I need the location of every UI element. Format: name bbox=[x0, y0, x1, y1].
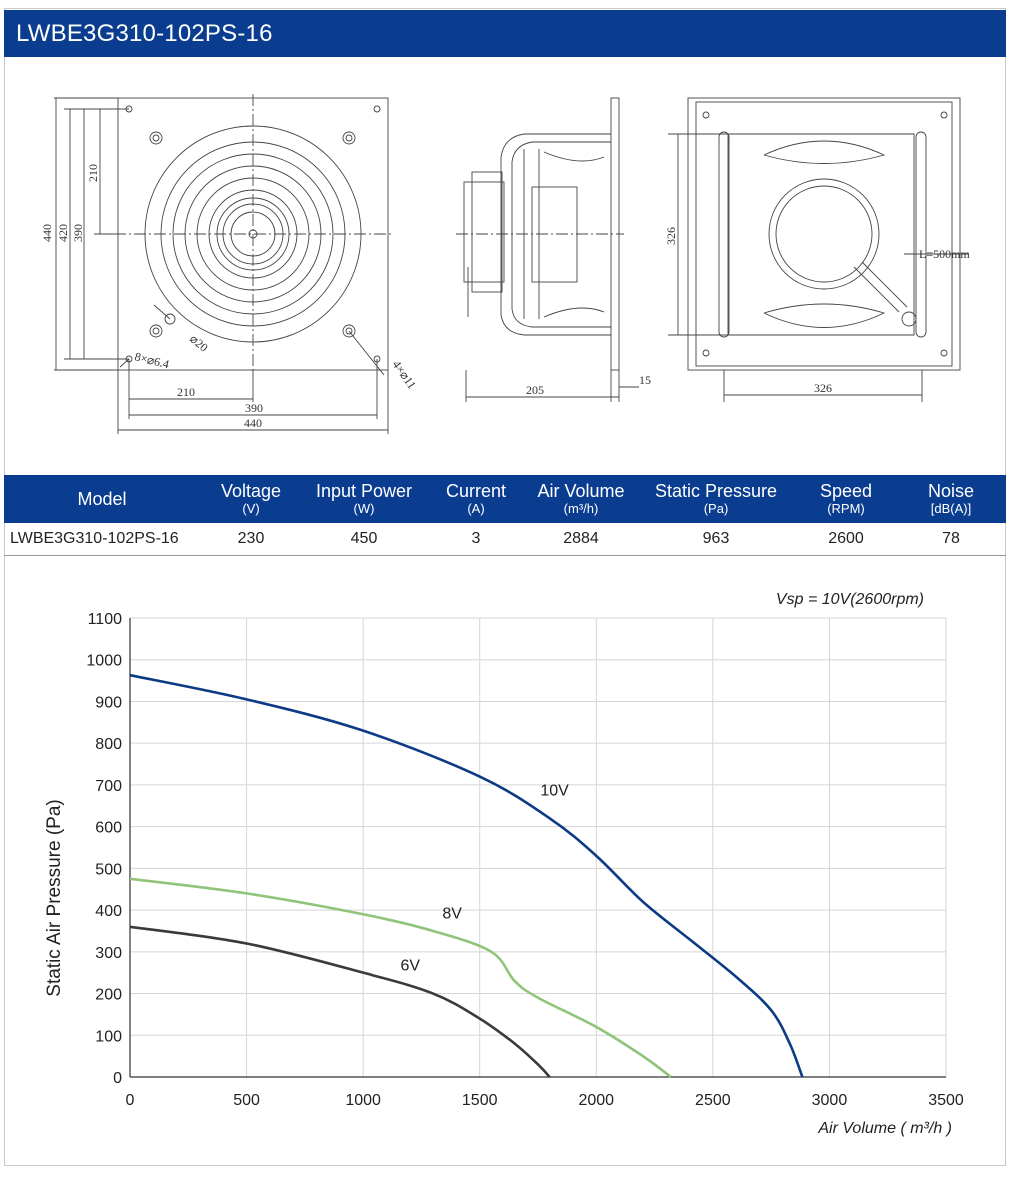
dim-440-bottom: 440 bbox=[244, 416, 262, 430]
header-voltage: Voltage (V) bbox=[200, 475, 302, 523]
cell-voltage: 230 bbox=[200, 523, 302, 556]
dim-210-left: 210 bbox=[86, 164, 100, 182]
x-tick-label: 2000 bbox=[578, 1092, 614, 1109]
chart-grid bbox=[129, 617, 947, 1078]
performance-chart: 0 100 200 300 400 500 600 700 800 900 1000 1100 0 500… bbox=[44, 591, 964, 1137]
cell-current: 3 bbox=[426, 523, 526, 556]
dim-205: 205 bbox=[526, 383, 544, 397]
y-tick-label: 900 bbox=[95, 694, 122, 711]
header-model: Model bbox=[4, 475, 200, 523]
dim-210-bottom: 210 bbox=[177, 385, 195, 399]
dim-326-vertical: 326 bbox=[664, 227, 678, 245]
header-noise: Noise [dB(A)] bbox=[896, 475, 1006, 523]
chart-annotation: Vsp = 10V(2600rpm) bbox=[776, 591, 924, 608]
header-current: Current (A) bbox=[426, 475, 526, 523]
y-tick-label: 1100 bbox=[88, 611, 123, 628]
dim-15: 15 bbox=[639, 373, 651, 387]
series-line-10v bbox=[129, 673, 804, 1078]
chart-series: 10V 8V 6V bbox=[129, 673, 804, 1079]
page-frame bbox=[4, 8, 1006, 1166]
dim-390-left: 390 bbox=[71, 224, 85, 242]
cell-input-power: 450 bbox=[302, 523, 426, 556]
cell-air-volume: 2884 bbox=[526, 523, 636, 556]
page-title: LWBE3G310-102PS-16 bbox=[16, 20, 273, 47]
series-line-6v bbox=[129, 925, 551, 1078]
y-tick-label: 700 bbox=[95, 778, 122, 795]
table-header-row: Model Voltage (V) Input Power (W) Current(… bbox=[4, 475, 1006, 523]
x-tick-label: 3000 bbox=[812, 1092, 848, 1109]
series-label-8v: 8V bbox=[442, 905, 462, 922]
y-tick-label: 800 bbox=[95, 736, 122, 753]
holes-small-label: 8×⌀6.4 bbox=[133, 349, 170, 371]
dim-440-left: 440 bbox=[40, 224, 54, 242]
series-label-6v: 6V bbox=[400, 958, 420, 975]
cell-model: LWBE3G310-102PS-16 bbox=[4, 523, 200, 556]
x-tick-label: 500 bbox=[233, 1092, 260, 1109]
header-air-volume: Air Volume (m³/h) bbox=[526, 475, 636, 523]
y-tick-label: 1000 bbox=[86, 653, 122, 670]
cell-speed: 2600 bbox=[796, 523, 896, 556]
x-tick-label: 1000 bbox=[345, 1092, 381, 1109]
front-view-drawing bbox=[54, 94, 392, 434]
back-view-drawing bbox=[668, 97, 969, 402]
x-tick-label: 2500 bbox=[695, 1092, 731, 1109]
dim-390-bottom: 390 bbox=[245, 401, 263, 415]
series-line-8v bbox=[129, 877, 672, 1079]
side-view-drawing bbox=[456, 97, 639, 402]
cell-static-pressure: 963 bbox=[636, 523, 796, 556]
cell-noise: 78 bbox=[896, 523, 1006, 556]
header-speed: Speed (RPM) bbox=[796, 475, 896, 523]
x-tick-label: 1500 bbox=[462, 1092, 498, 1109]
cable-length-label: L=500mm bbox=[919, 247, 970, 261]
x-tick-label: 3500 bbox=[928, 1092, 964, 1109]
y-axis-label: Static Air Pressure (Pa) bbox=[44, 799, 65, 996]
header-static-pressure: Static Pressure (Pa) bbox=[636, 475, 796, 523]
holes-large-label: 4×⌀11 bbox=[390, 358, 420, 392]
y-tick-label: 400 bbox=[95, 903, 122, 920]
header-input-power: Input Power (W) bbox=[302, 475, 426, 523]
title-bar: LWBE3G310-102PS-16 bbox=[4, 10, 1006, 57]
y-tick-label: 500 bbox=[95, 861, 122, 878]
series-label-10v: 10V bbox=[540, 782, 569, 799]
dim-326-horizontal: 326 bbox=[814, 381, 832, 395]
x-tick-label: 0 bbox=[126, 1092, 135, 1109]
hole-center-label: ⌀20 bbox=[187, 332, 211, 355]
y-tick-label: 0 bbox=[113, 1070, 122, 1087]
dim-420-left: 420 bbox=[56, 224, 70, 242]
spec-table: Model Voltage (V) Input Power (W) Current(… bbox=[4, 475, 1006, 556]
chart-ticks: 0 100 200 300 400 500 600 700 800 900 1000 1100 0 500… bbox=[86, 611, 963, 1109]
technical-drawings: 440 420 390 210 210 390 440 8×⌀6.4 ⌀20 4… bbox=[40, 94, 970, 434]
y-tick-label: 200 bbox=[95, 987, 122, 1004]
table-row: LWBE3G310-102PS-16 230 450 3 2884 963 26… bbox=[4, 523, 1006, 556]
y-tick-label: 300 bbox=[95, 945, 122, 962]
y-tick-label: 600 bbox=[95, 820, 122, 837]
x-axis-label: Air Volume ( m³/h ) bbox=[817, 1120, 952, 1137]
y-tick-label: 100 bbox=[95, 1028, 122, 1045]
